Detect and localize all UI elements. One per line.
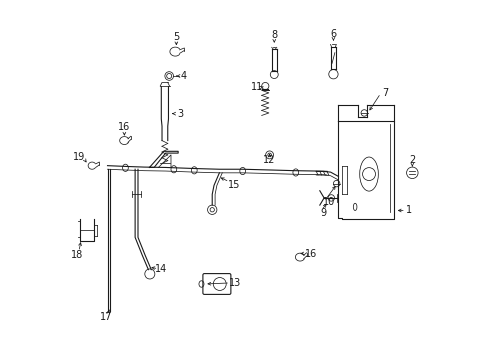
Text: 6: 6	[330, 29, 336, 39]
Text: 19: 19	[73, 152, 85, 162]
Text: 11: 11	[250, 82, 262, 93]
Text: 16: 16	[304, 248, 316, 258]
Text: 18: 18	[70, 250, 82, 260]
Text: 14: 14	[155, 264, 167, 274]
Text: 3: 3	[177, 109, 183, 119]
Text: 12: 12	[263, 155, 275, 165]
Text: 9: 9	[320, 208, 326, 218]
Text: 1: 1	[406, 206, 412, 216]
Text: 5: 5	[173, 32, 179, 41]
Text: 7: 7	[382, 88, 388, 98]
Text: 17: 17	[100, 312, 112, 322]
Text: 15: 15	[227, 180, 240, 190]
Text: 4: 4	[180, 71, 186, 81]
Text: 2: 2	[408, 155, 415, 165]
Text: 16: 16	[118, 122, 130, 132]
Text: 10: 10	[322, 197, 334, 207]
Text: 8: 8	[271, 30, 277, 40]
Text: 13: 13	[228, 278, 241, 288]
